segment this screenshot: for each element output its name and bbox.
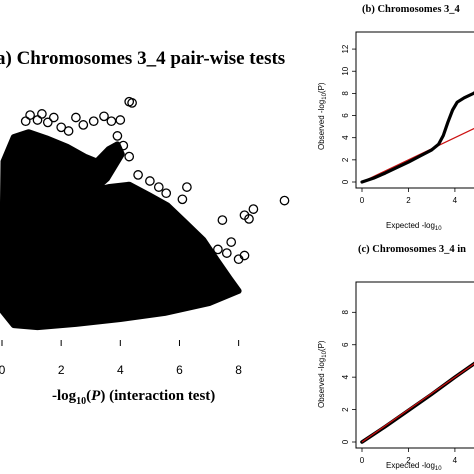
y-tick-label: 8 — [341, 91, 350, 96]
panel-a-point — [32, 115, 43, 125]
panel-a-point — [106, 116, 117, 127]
y-tick-label: 6 — [341, 342, 350, 347]
panel-a-point — [118, 140, 129, 151]
panel-a-point — [20, 116, 31, 127]
panel-a-x-tick-label: 6 — [176, 363, 183, 377]
panel-c: (c) Chromosomes 3_4 in 0 2 4 6 8 0 2 4 Expecte… — [317, 244, 474, 472]
y-tick-label: 4 — [341, 374, 350, 379]
x-tick-label: 4 — [453, 456, 458, 465]
x-tick-label: 0 — [360, 196, 365, 205]
panel-a-point — [133, 170, 143, 180]
panel-c-x-axis-label: Expected -log10 — [386, 461, 442, 472]
x-tick-label: 4 — [453, 196, 458, 205]
panel-b-y-axis-label: Observed -log10(P) — [317, 82, 328, 150]
panel-a-point — [48, 112, 59, 123]
panel-a-point — [112, 131, 123, 141]
panel-a-point — [100, 172, 111, 183]
panel-a-point — [88, 116, 99, 127]
y-tick-label: 2 — [341, 157, 350, 162]
y-tick-label: 2 — [341, 407, 350, 412]
panel-a: a) Chromosomes 3_4 pair-wise tests 0 2 4 6 8… — [0, 48, 290, 407]
y-tick-label: 12 — [341, 44, 350, 53]
panel-c-expected-line — [361, 363, 474, 443]
panel-a-point — [221, 248, 232, 258]
panel-a-point — [25, 110, 35, 120]
panel-a-point — [115, 115, 126, 125]
panel-a-outliers — [20, 96, 290, 265]
panel-b-observed-curve — [360, 91, 474, 184]
panel-b-title: (b) Chromosomes 3_4 — [362, 4, 461, 15]
panel-a-point — [279, 195, 290, 206]
panel-a-point — [161, 188, 172, 199]
panel-b-expected-line — [361, 127, 474, 183]
panel-a-point — [239, 250, 250, 261]
panel-a-point — [42, 117, 53, 128]
panel-a-point — [79, 174, 90, 185]
panel-a-point — [145, 176, 155, 186]
panel-a-x-tick-label: 0 — [0, 363, 6, 377]
panel-a-point — [78, 120, 89, 130]
panel-c-y-axis-label: Observed -log10(P) — [317, 340, 328, 408]
panel-a-x-tick-label: 8 — [235, 363, 242, 377]
x-tick-label: 2 — [406, 456, 411, 465]
panel-a-x-tick-label: 4 — [117, 363, 124, 377]
panel-a-title: a) Chromosomes 3_4 pair-wise tests — [0, 48, 285, 69]
panel-a-point — [63, 126, 74, 136]
x-tick-label: 2 — [406, 196, 411, 205]
panel-b-plot-frame — [355, 31, 474, 189]
panel-a-point — [56, 122, 67, 133]
panel-a-point-cloud — [0, 129, 242, 331]
panel-a-point — [124, 151, 135, 162]
panel-a-point — [153, 182, 164, 192]
y-tick-label: 0 — [341, 179, 350, 184]
panel-a-x-ticks: 0 2 4 6 8 — [0, 340, 242, 377]
y-tick-label: 10 — [341, 66, 350, 75]
panel-c-y-ticks: 0 2 4 6 8 — [341, 310, 356, 444]
panel-c-title: (c) Chromosomes 3_4 in — [358, 244, 466, 255]
panel-a-dense-region — [0, 129, 242, 331]
y-tick-label: 8 — [341, 310, 350, 315]
panel-b: (b) Chromosomes 3_4 0 2 4 6 8 10 12 0 2 4 Expect… — [317, 4, 474, 232]
panel-a-point — [213, 244, 223, 255]
panel-c-plot-frame — [355, 281, 474, 449]
panel-b-y-ticks: 0 2 4 6 8 10 12 — [341, 44, 356, 184]
panel-a-x-tick-label: 2 — [58, 363, 65, 377]
panel-c-x-ticks: 0 2 4 — [360, 448, 458, 465]
panel-a-point — [248, 204, 259, 214]
y-tick-label: 0 — [341, 439, 350, 444]
panel-a-point — [177, 194, 188, 205]
panel-a-x-axis-label: -log10(P) (interaction test) — [52, 388, 215, 407]
y-tick-label: 4 — [341, 135, 350, 140]
panel-b-x-axis-label: Expected -log10 — [386, 221, 442, 232]
x-tick-label: 0 — [360, 456, 365, 465]
panel-a-point — [244, 214, 254, 224]
panel-a-point — [91, 165, 102, 175]
y-tick-label: 6 — [341, 113, 350, 118]
panel-b-x-ticks: 0 2 4 — [360, 188, 458, 205]
panel-a-point — [182, 182, 192, 192]
panel-a-point — [71, 112, 81, 123]
panel-a-point — [99, 111, 109, 122]
panel-c-observed-curve — [360, 361, 474, 444]
panel-a-point — [37, 109, 47, 119]
panel-a-point — [226, 237, 237, 247]
panel-a-point — [127, 98, 137, 108]
panel-a-point — [217, 215, 228, 225]
